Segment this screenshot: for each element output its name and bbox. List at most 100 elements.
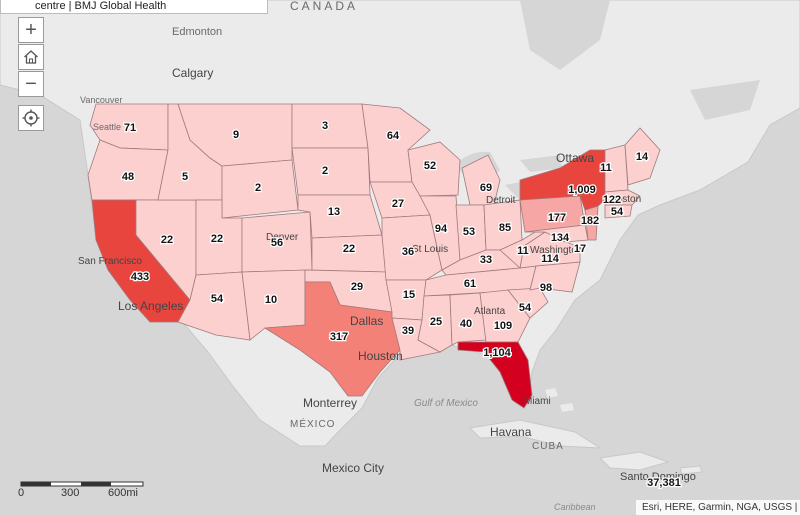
count-sc: 54 <box>519 302 532 314</box>
count-id: 5 <box>182 171 188 183</box>
bahamas-land <box>545 388 574 412</box>
label-havana: Havana <box>490 425 532 439</box>
puerto-rico-land <box>679 465 703 475</box>
state-georgia[interactable] <box>479 289 531 343</box>
label-canada: CANADA <box>290 0 358 13</box>
count-wa: 71 <box>124 122 136 134</box>
attribution-text: Esri, HERE, Garmin, NGA, USGS | CC <box>642 502 800 513</box>
state-new-york[interactable] <box>519 149 606 211</box>
count-in: 53 <box>463 226 475 238</box>
state-massachusetts[interactable] <box>604 189 641 206</box>
count-il: 94 <box>435 223 448 235</box>
count-md: 134 <box>551 232 570 244</box>
count-vt: 11 <box>600 162 612 174</box>
count-me: 14 <box>636 151 649 163</box>
label-houston: Houston <box>358 349 403 363</box>
label-atlanta: Atlanta <box>474 306 506 317</box>
zoom-out-button[interactable]: − <box>18 71 44 97</box>
label-mexico-city: Mexico City <box>322 461 384 475</box>
state-connecticut[interactable] <box>604 204 633 219</box>
count-or: 48 <box>122 171 134 183</box>
label-denver: Denver <box>266 232 299 243</box>
label-calgary: Calgary <box>172 66 213 80</box>
label-cuba: CUBA <box>532 441 564 452</box>
count-ia: 27 <box>392 198 404 210</box>
count-pr: 37,381 <box>647 477 681 489</box>
count-nd: 3 <box>322 120 328 132</box>
count-mo: 36 <box>402 246 414 258</box>
count-pa: 177 <box>548 212 566 224</box>
header-title-panel: centre | BMJ Global Health <box>0 0 268 14</box>
count-mn: 64 <box>387 130 400 142</box>
label-san-francisco: San Francisco <box>78 256 142 267</box>
label-los-angeles: Los Angeles <box>118 299 183 313</box>
state-michigan[interactable] <box>461 154 501 206</box>
scale-bar <box>20 481 144 487</box>
count-tx: 317 <box>330 331 348 343</box>
label-ottawa: Ottawa <box>556 151 594 165</box>
label-detroit: Detroit <box>486 195 516 206</box>
state-maine[interactable] <box>624 127 661 186</box>
zoom-out-label: − <box>25 73 37 95</box>
count-de: 17 <box>574 243 586 255</box>
label-santo-domingo: Santo Domingo <box>620 471 696 483</box>
state-texas[interactable] <box>263 281 401 397</box>
scale-label-0: 0 <box>18 487 25 499</box>
count-oh: 85 <box>499 222 511 234</box>
label-dallas: Dallas <box>350 314 383 328</box>
count-nv: 22 <box>161 234 173 246</box>
count-mi: 69 <box>480 182 492 194</box>
locate-button[interactable] <box>18 105 44 131</box>
home-icon <box>24 50 38 64</box>
zoom-in-button[interactable]: + <box>18 17 44 43</box>
count-ks: 22 <box>343 243 355 255</box>
count-ct: 54 <box>611 206 624 218</box>
label-monterrey: Monterrey <box>303 396 357 410</box>
label-mexico-country: MÉXICO <box>290 417 335 430</box>
count-mt: 9 <box>233 129 239 141</box>
count-fl: 1,104 <box>483 347 511 359</box>
state-alabama[interactable] <box>449 292 487 346</box>
state-maryland[interactable] <box>524 224 589 243</box>
count-ky: 33 <box>480 254 492 266</box>
label-seattle: Seattle <box>93 122 121 132</box>
map-attribution[interactable]: Esri, HERE, Garmin, NGA, USGS | CC <box>636 500 800 515</box>
count-az: 54 <box>211 293 224 305</box>
scale-label-300: 300 <box>61 487 80 499</box>
count-nc: 98 <box>540 282 552 294</box>
label-boston: Boston <box>610 194 641 205</box>
cuba-land <box>468 419 602 449</box>
label-vancouver: Vancouver <box>80 95 122 105</box>
count-sd: 2 <box>322 165 328 177</box>
count-ga: 109 <box>494 320 512 332</box>
count-nm: 10 <box>265 294 277 306</box>
count-nj: 182 <box>581 215 599 227</box>
gulf-st-lawrence-water <box>690 80 760 120</box>
count-ms: 25 <box>430 316 442 328</box>
count-ca: 433 <box>131 271 149 283</box>
state-south-dakota[interactable] <box>291 147 371 196</box>
count-co: 56 <box>271 237 283 249</box>
label-gulf-of-mexico: Gulf of Mexico <box>414 398 478 409</box>
count-wi: 52 <box>424 160 436 172</box>
count-ok: 29 <box>351 281 363 293</box>
state-north-carolina[interactable] <box>529 261 581 293</box>
count-va: 114 <box>541 253 560 265</box>
state-north-dakota[interactable] <box>291 103 369 149</box>
label-edmonton: Edmonton <box>172 26 222 38</box>
state-florida[interactable] <box>457 341 533 409</box>
count-ne: 13 <box>328 206 340 218</box>
label-washington: Washington <box>530 245 582 256</box>
count-ut: 22 <box>211 233 223 245</box>
locate-icon <box>22 109 40 127</box>
hispaniola-land <box>598 451 670 471</box>
home-button[interactable] <box>18 44 44 70</box>
state-south-carolina[interactable] <box>507 287 549 319</box>
count-tn: 61 <box>464 278 476 290</box>
count-wv: 11 <box>517 245 529 257</box>
count-ar: 15 <box>403 289 415 301</box>
count-ny: 1,009 <box>568 184 596 196</box>
state-wisconsin[interactable] <box>407 141 461 197</box>
count-ma: 122 <box>603 194 621 206</box>
